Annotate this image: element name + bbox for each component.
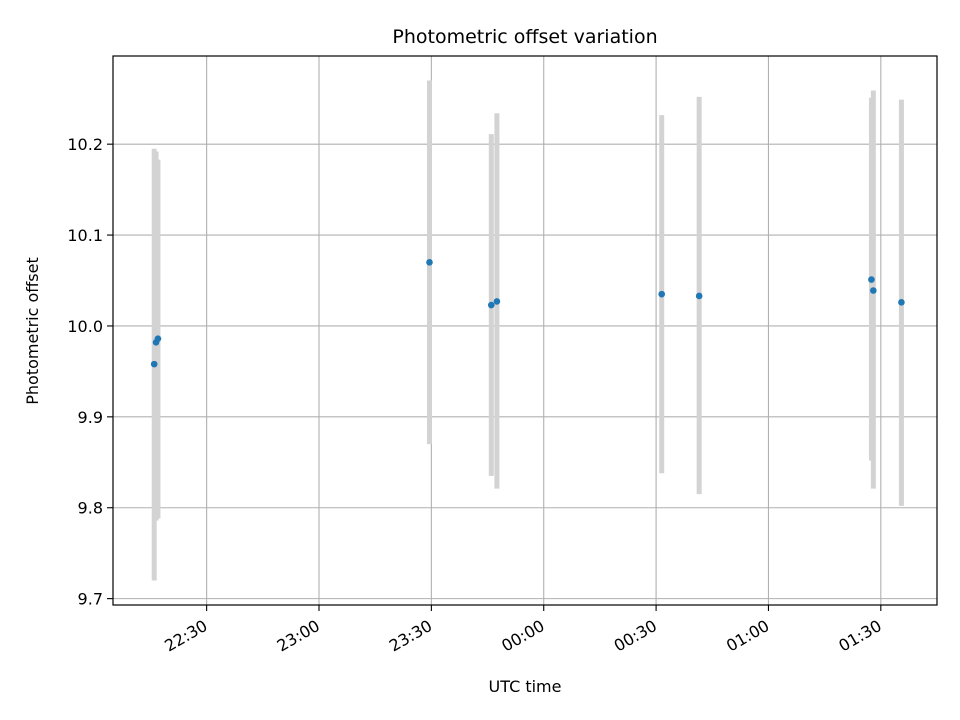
y-tick-label: 9.8 [78, 499, 103, 518]
data-point [898, 299, 905, 306]
y-tick-label: 10.2 [67, 135, 103, 154]
data-point [426, 259, 433, 266]
chart-title: Photometric offset variation [392, 26, 657, 48]
y-tick-label: 10.0 [67, 317, 103, 336]
data-point [493, 298, 501, 305]
y-tick-label: 10.1 [67, 226, 103, 245]
plot-area [113, 56, 937, 605]
y-axis-label: Photometric offset [23, 257, 42, 405]
data-point [658, 290, 666, 298]
y-tick-label: 9.9 [78, 408, 103, 427]
data-points [150, 259, 905, 368]
data-point [695, 292, 703, 300]
data-point [150, 360, 158, 368]
plot-frame [112, 55, 938, 606]
data-point [487, 301, 495, 309]
data-point [154, 335, 162, 342]
y-tick-label: 9.7 [78, 590, 103, 609]
data-point [868, 276, 875, 283]
x-axis-label: UTC time [489, 677, 562, 696]
y-axis-ticks: 9.7 9.8 9.9 10.0 10.1 10.2 [67, 135, 113, 609]
data-point [870, 287, 877, 294]
